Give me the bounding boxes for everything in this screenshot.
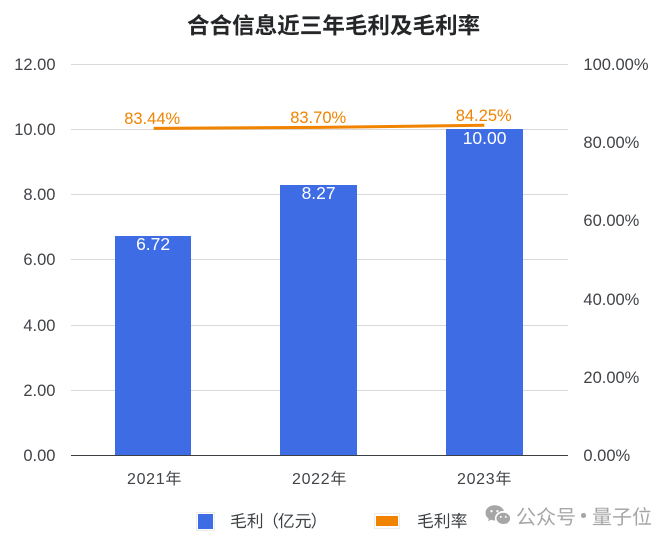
svg-text:2021: 2021: [127, 471, 165, 488]
svg-text:2022: 2022: [292, 471, 330, 488]
svg-text:2023: 2023: [457, 471, 495, 488]
